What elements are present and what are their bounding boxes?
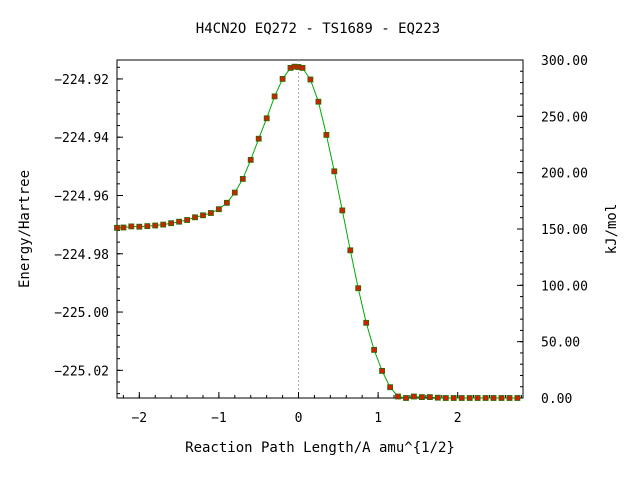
data-point xyxy=(395,393,401,400)
x-tick-label: −2 xyxy=(131,411,147,426)
data-point xyxy=(231,189,238,196)
data-point xyxy=(136,223,143,230)
data-point xyxy=(176,218,183,225)
data-point xyxy=(379,367,386,374)
y2-tick-label: 100.00 xyxy=(541,279,588,294)
data-point xyxy=(355,285,362,292)
data-point xyxy=(152,222,159,229)
data-point xyxy=(363,319,370,326)
data-point xyxy=(410,393,417,400)
data-point xyxy=(403,395,409,401)
y2-tick-label: 300.00 xyxy=(541,54,588,69)
data-point xyxy=(271,93,278,100)
x-tick-label: −1 xyxy=(211,411,227,426)
right-axis: 300.00 250.00 200.00 150.00 100.00 50.00 0.00 xyxy=(517,54,588,407)
x-tick-label: 0 xyxy=(295,411,303,426)
y-tick-label: −224.94 xyxy=(54,131,109,146)
x-axis-label: Reaction Path Length/A amu^{1/2} xyxy=(185,440,455,456)
data-point xyxy=(279,76,286,82)
data-point xyxy=(168,220,175,227)
data-point xyxy=(490,395,497,401)
energy-curve xyxy=(116,66,518,399)
plot-frame xyxy=(116,59,524,399)
y2-tick-label: 200.00 xyxy=(541,167,588,182)
y-tick-label: −225.00 xyxy=(54,306,109,321)
data-point xyxy=(144,223,151,230)
data-point xyxy=(331,168,338,175)
data-point xyxy=(339,207,346,214)
y-tick-label: −225.02 xyxy=(54,364,109,379)
data-point xyxy=(215,206,222,213)
data-point xyxy=(387,384,394,391)
data-point xyxy=(458,395,465,401)
data-point xyxy=(347,247,354,254)
data-point xyxy=(263,115,270,122)
y-tick-label: −224.98 xyxy=(54,248,109,263)
data-point xyxy=(299,65,306,71)
data-point xyxy=(247,156,254,163)
data-point xyxy=(120,224,127,231)
bottom-axis: −2 −1 0 1 2 xyxy=(122,392,522,426)
y2-tick-label: 150.00 xyxy=(541,223,588,238)
data-points xyxy=(114,63,521,401)
data-point xyxy=(466,395,473,401)
y-tick-label: −224.96 xyxy=(54,189,109,204)
data-point xyxy=(184,217,191,223)
data-point xyxy=(239,175,246,182)
y-tick-label: −224.92 xyxy=(54,73,109,88)
y2-tick-label: 250.00 xyxy=(541,110,588,125)
data-point xyxy=(450,395,457,401)
data-point xyxy=(514,395,521,401)
data-point xyxy=(315,98,322,105)
data-point xyxy=(426,394,433,401)
data-point xyxy=(207,210,214,216)
y-axis-label: Energy/Hartree xyxy=(17,170,33,288)
data-point xyxy=(255,135,262,142)
data-point xyxy=(200,212,206,219)
x-tick-label: 2 xyxy=(454,411,462,426)
data-point xyxy=(160,221,167,228)
data-point xyxy=(498,395,505,401)
chart-title: H4CN2O EQ272 - TS1689 - EQ223 xyxy=(196,21,440,37)
data-point xyxy=(192,214,198,221)
data-point xyxy=(434,394,441,401)
y2-tick-label: 0.00 xyxy=(541,392,572,407)
data-point xyxy=(418,394,425,401)
data-point xyxy=(114,224,120,231)
data-point xyxy=(474,395,481,401)
y2-tick-label: 50.00 xyxy=(541,336,580,351)
data-point xyxy=(323,131,330,138)
data-point xyxy=(307,76,314,83)
data-point xyxy=(223,199,230,206)
x-tick-label: 1 xyxy=(374,411,382,426)
y2-axis-label: kJ/mol xyxy=(604,204,620,255)
data-point xyxy=(442,395,449,401)
data-point xyxy=(128,223,135,230)
data-point xyxy=(371,346,378,353)
data-point xyxy=(506,395,513,401)
data-point xyxy=(482,395,489,401)
left-axis: −224.92 −224.94 −224.96 −224.98 −225.00 −225.… xyxy=(54,66,123,395)
